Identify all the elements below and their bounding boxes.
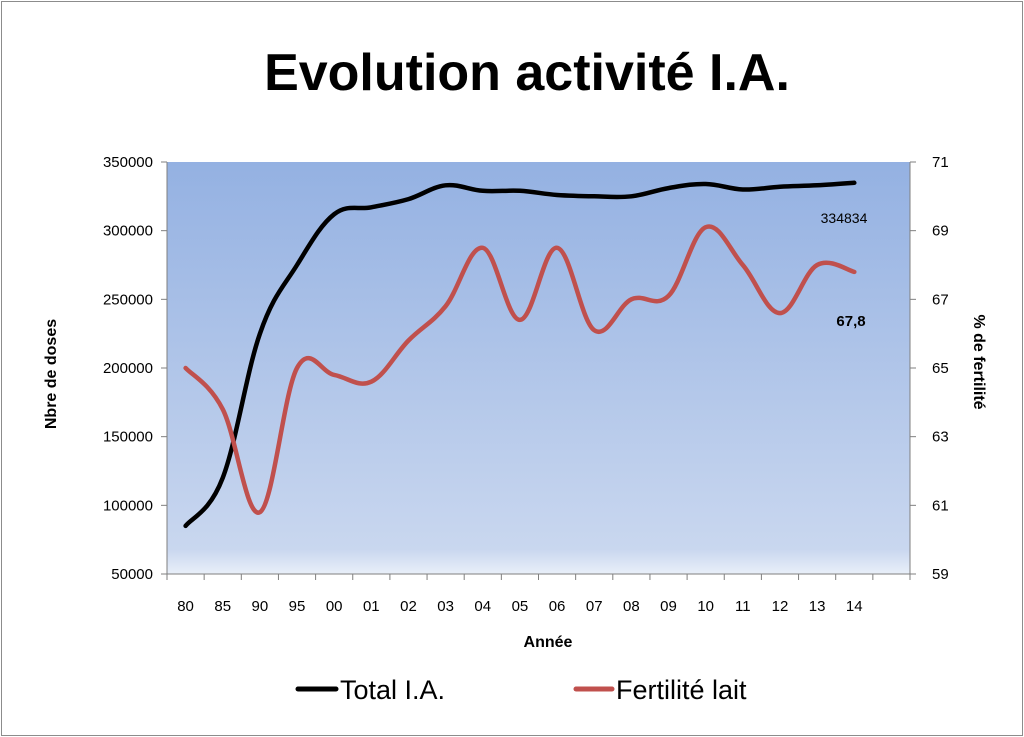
x-tick-label: 13	[809, 598, 826, 615]
y-tick-label: 100000	[103, 497, 153, 514]
y-tick-label: 250000	[103, 291, 153, 308]
x-tick-label: 07	[586, 598, 603, 615]
data-label-fertilite-last: 67,8	[836, 313, 865, 330]
x-tick-label: 06	[549, 598, 566, 615]
y-axis-title: Nbre de doses	[43, 319, 60, 429]
x-tick-label: 10	[697, 598, 714, 615]
y-tick-label: 150000	[103, 429, 153, 446]
series-line-fertilite-lait	[183, 224, 857, 515]
x-tick-label: 90	[252, 598, 269, 615]
y-tick-label: 350000	[103, 154, 153, 171]
x-tick-label: 09	[660, 598, 677, 615]
y2-tick-label: 61	[932, 497, 949, 514]
x-tick-label: 14	[846, 598, 863, 615]
legend-label-total: Total I.A.	[340, 675, 445, 705]
y2-axis-title: % de fertilité	[970, 314, 987, 409]
x-tick-label: 11	[735, 598, 751, 615]
x-tick-label: 08	[623, 598, 640, 615]
series-line-total-i-a	[183, 180, 857, 529]
x-tick-label: 04	[474, 598, 491, 615]
chart-title: Evolution activité I.A.	[264, 44, 790, 102]
x-tick-label: 01	[363, 598, 380, 615]
y2-tick-label: 67	[932, 291, 949, 308]
plot-area	[167, 162, 910, 574]
right-axis-ticks: 71 69 67 65 63 61 59	[910, 154, 949, 583]
x-tick-label: 95	[289, 598, 306, 615]
y-tick-label: 50000	[111, 566, 153, 583]
data-label-total-last: 334834	[821, 210, 868, 226]
x-axis-ticks: 80 85 90 95 00 01 02 03 04 05 06 07 08 09 10 11 12 13 14	[166, 574, 911, 615]
y-tick-label: 200000	[103, 360, 153, 377]
x-tick-label: 12	[772, 598, 789, 615]
y-tick-label: 300000	[103, 223, 153, 240]
x-axis-title: Année	[524, 634, 573, 651]
x-tick-label: 05	[512, 598, 529, 615]
x-tick-label: 00	[326, 598, 343, 615]
series-layer	[183, 180, 857, 529]
x-tick-label: 02	[400, 598, 417, 615]
y2-tick-label: 65	[932, 360, 949, 377]
x-tick-label: 80	[177, 598, 194, 615]
left-axis-ticks: 350000 300000 250000 200000 150000 100000 5000…	[103, 154, 167, 583]
legend-label-fertilite: Fertilité lait	[616, 675, 747, 705]
legend: Total I.A. Fertilité lait	[295, 675, 747, 705]
x-tick-label: 85	[214, 598, 231, 615]
y2-tick-label: 69	[932, 223, 949, 240]
y2-tick-label: 59	[932, 566, 949, 583]
y2-tick-label: 71	[932, 154, 949, 171]
x-tick-label: 03	[437, 598, 454, 615]
y2-tick-label: 63	[932, 429, 949, 446]
